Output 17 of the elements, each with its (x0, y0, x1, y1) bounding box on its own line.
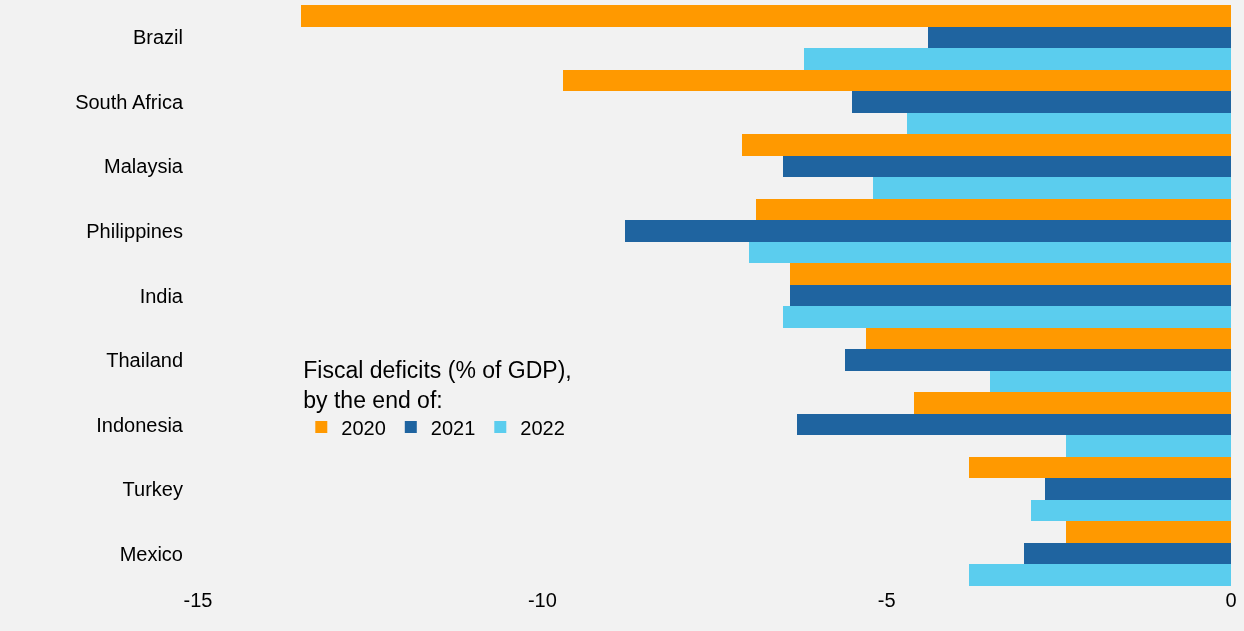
legend-title: Fiscal deficits (% of GDP), by the end of: (303, 356, 572, 413)
y-tick-label: Turkey (122, 478, 183, 501)
x-tick-label: -15 (183, 589, 213, 611)
y-tick-label: Mexico (119, 542, 183, 565)
x-tick-label: -10 (527, 589, 557, 611)
y-tick-label: India (139, 284, 184, 307)
y-tick-label: Malaysia (104, 155, 184, 178)
legend-label: 2020 (341, 416, 386, 439)
y-tick-label: Philippines (86, 219, 183, 242)
y-tick-label: Thailand (106, 349, 183, 372)
legend-label: 2022 (520, 416, 565, 439)
x-tick-label: 0 (1225, 589, 1237, 611)
y-tick-label: South Africa (75, 90, 184, 113)
y-tick-label: Brazil (132, 26, 183, 49)
x-tick-label: -5 (877, 589, 896, 611)
legend-label: 2021 (430, 416, 476, 439)
y-tick-label: Indonesia (96, 413, 184, 436)
